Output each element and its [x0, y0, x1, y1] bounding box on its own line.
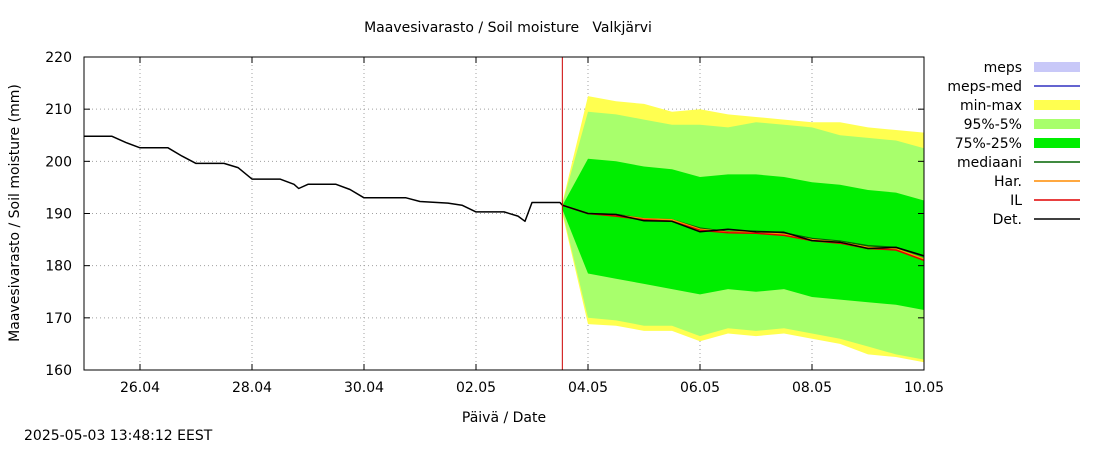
- chart-title: Maavesivarasto / Soil moisture Valkjärvi: [364, 20, 652, 36]
- x-tick-label: 06.05: [680, 380, 720, 396]
- legend-label-il: IL: [1010, 193, 1022, 209]
- y-tick-label: 160: [45, 363, 72, 379]
- y-tick-label: 180: [45, 259, 72, 275]
- series-det-forecast: [562, 204, 925, 257]
- x-tick-label: 02.05: [456, 380, 496, 396]
- y-tick-label: 170: [45, 311, 72, 327]
- x-tick-label: 30.04: [344, 380, 384, 396]
- generated-timestamp: 2025-05-03 13:48:12 EEST: [24, 428, 213, 444]
- x-tick-label: 08.05: [792, 380, 832, 396]
- series-det-history: [84, 135, 563, 223]
- y-tick-label: 200: [45, 154, 72, 170]
- legend-swatch-p95_5: [1034, 119, 1080, 129]
- legend-label-meps_med: meps-med: [947, 79, 1022, 95]
- legend-label-har: Har.: [994, 174, 1022, 190]
- grid: [84, 57, 924, 370]
- y-axis-label: Maavesivarasto / Soil moisture (mm): [7, 84, 23, 342]
- legend-swatch-p75_25: [1034, 138, 1080, 148]
- legend-label-det: Det.: [993, 212, 1022, 228]
- legend-swatch-meps: [1034, 62, 1080, 72]
- legend-label-p75_25: 75%-25%: [955, 136, 1022, 152]
- legend-swatch-minmax: [1034, 100, 1080, 110]
- x-axis-label: Päivä / Date: [462, 410, 546, 426]
- axis-ticks: 160 170 180 190 200 210 220 26.04 28.04 30.04 02.0…: [45, 50, 944, 396]
- x-tick-label: 10.05: [904, 380, 944, 396]
- y-tick-label: 220: [45, 50, 72, 66]
- y-tick-label: 190: [45, 207, 72, 223]
- legend-label-minmax: min-max: [960, 98, 1022, 114]
- forecast-bands: [562, 96, 924, 363]
- x-tick-label: 04.05: [568, 380, 608, 396]
- legend-label-p95_5: 95%-5%: [964, 117, 1022, 133]
- x-tick-label: 28.04: [232, 380, 272, 396]
- series-lines: [84, 57, 925, 370]
- band-75-25: [562, 158, 924, 310]
- legend: meps meps-med min-max 95%-5% 75%-25% mediaani…: [947, 60, 1080, 228]
- y-tick-label: 210: [45, 102, 72, 118]
- x-tick-label: 26.04: [120, 380, 160, 396]
- legend-label-mediaani: mediaani: [957, 155, 1022, 171]
- legend-label-meps: meps: [984, 60, 1022, 76]
